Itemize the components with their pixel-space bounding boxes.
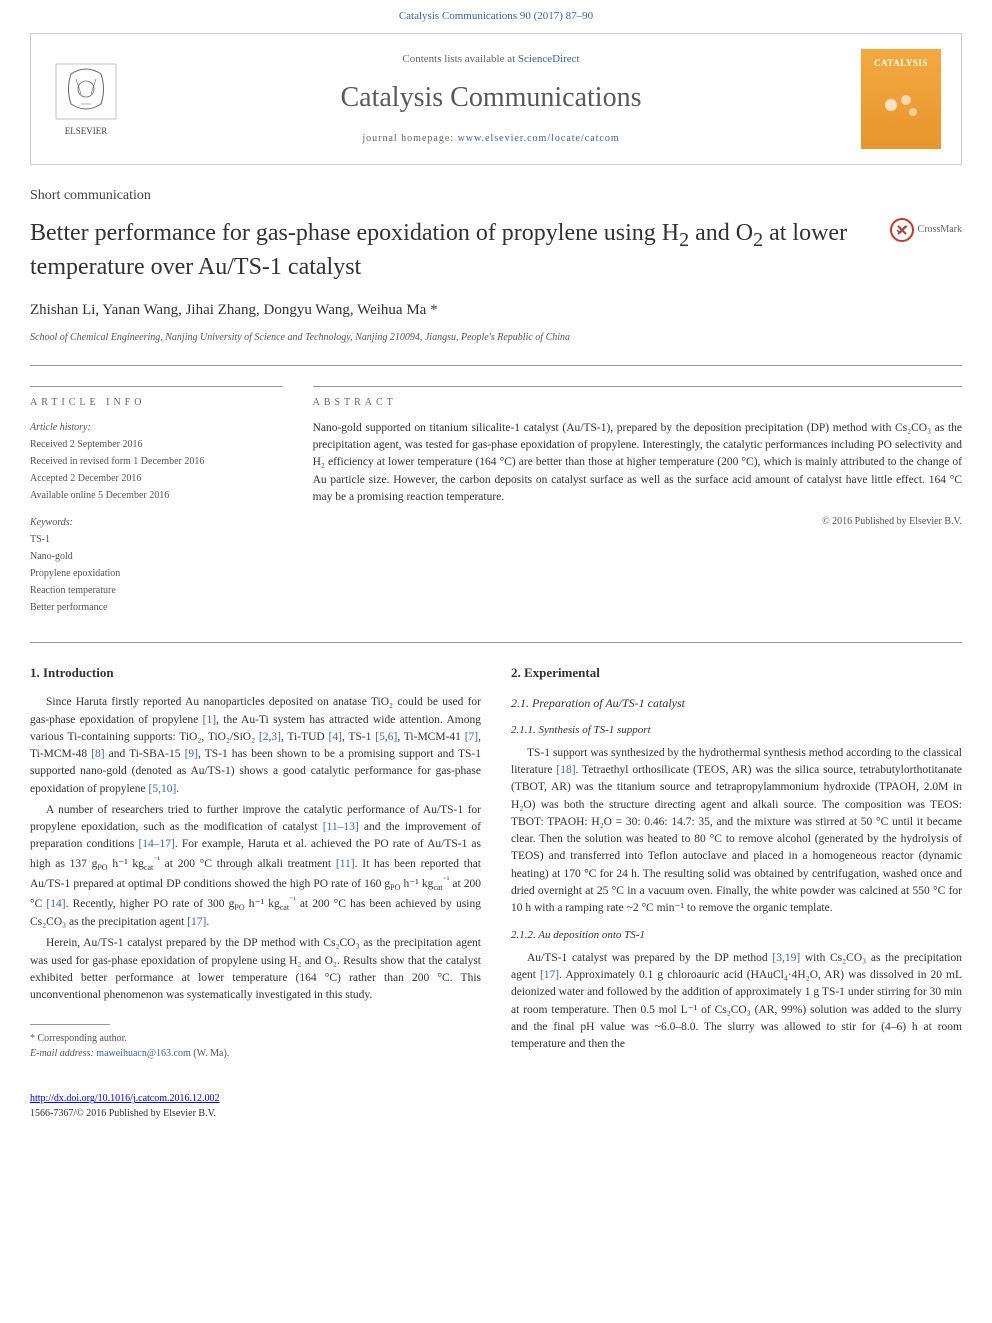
keyword: Nano-gold	[30, 549, 283, 564]
section-1-heading: 1. Introduction	[30, 663, 481, 683]
crossmark-badge[interactable]: CrossMark	[890, 218, 962, 242]
section-2-heading: 2. Experimental	[511, 663, 962, 683]
left-column: 1. Introduction Since Haruta firstly rep…	[30, 663, 481, 1121]
footnote-separator	[30, 1024, 110, 1025]
ref-link[interactable]: [11–13]	[323, 821, 359, 833]
email-footnote: E-mail address: maweihuacn@163.com (W. M…	[30, 1046, 481, 1061]
separator	[30, 365, 962, 366]
exp-p2: Au/TS-1 catalyst was prepared by the DP …	[511, 950, 962, 1054]
history-item: Received 2 September 2016	[30, 437, 283, 452]
history-item: Available online 5 December 2016	[30, 488, 283, 503]
ref-link[interactable]: [17]	[187, 916, 206, 928]
abstract-header: abstract	[313, 386, 962, 410]
corresponding-author: * Corresponding author.	[30, 1031, 481, 1046]
section-2-1-1-heading: 2.1.1. Synthesis of TS-1 support	[511, 722, 962, 739]
homepage-pre: journal homepage:	[362, 133, 457, 144]
journal-name: Catalysis Communications	[121, 77, 861, 119]
article-info-header: article info	[30, 386, 283, 410]
abstract-column: abstract Nano-gold supported on titanium…	[313, 386, 962, 617]
section-2-1-heading: 2.1. Preparation of Au/TS-1 catalyst	[511, 694, 962, 712]
keyword: Better performance	[30, 600, 283, 615]
article-type: Short communication	[30, 185, 962, 206]
intro-p1: Since Haruta firstly reported Au nanopar…	[30, 694, 481, 798]
ref-link[interactable]: [17]	[540, 969, 559, 981]
journal-cover: CATALYSIS	[861, 49, 941, 149]
ref-link[interactable]: [3,19]	[772, 952, 800, 964]
ref-link[interactable]: [4]	[329, 731, 342, 743]
journal-header: ELSEVIER Contents lists available at Sci…	[30, 33, 962, 165]
homepage-link[interactable]: www.elsevier.com/locate/catcom	[458, 133, 620, 144]
history-label: Article history:	[30, 420, 283, 435]
article-title: Better performance for gas-phase epoxida…	[30, 218, 870, 284]
affiliation: School of Chemical Engineering, Nanjing …	[30, 330, 962, 345]
ref-link[interactable]: [7]	[465, 731, 478, 743]
contents-lists: Contents lists available at ScienceDirec…	[121, 51, 861, 68]
issn-copyright: 1566-7367/© 2016 Published by Elsevier B…	[30, 1108, 216, 1119]
crossmark-icon	[890, 218, 914, 242]
journal-homepage: journal homepage: www.elsevier.com/locat…	[121, 131, 861, 146]
ref-link[interactable]: [8]	[91, 748, 104, 760]
authors: Zhishan Li, Yanan Wang, Jihai Zhang, Don…	[30, 299, 962, 322]
ref-link[interactable]: [1]	[203, 714, 216, 726]
exp-p1: TS-1 support was synthesized by the hydr…	[511, 745, 962, 918]
header-center: Contents lists available at ScienceDirec…	[121, 51, 861, 147]
right-column: 2. Experimental 2.1. Preparation of Au/T…	[511, 663, 962, 1121]
sciencedirect-link[interactable]: ScienceDirect	[518, 53, 580, 65]
ref-link[interactable]: [11]	[336, 858, 355, 870]
keywords-label: Keywords:	[30, 515, 283, 530]
ref-link[interactable]: [5,6]	[375, 731, 397, 743]
email-suffix: (W. Ma).	[191, 1048, 230, 1059]
cover-graphic	[871, 70, 931, 130]
ref-link[interactable]: [14–17]	[138, 838, 174, 850]
doi-link[interactable]: http://dx.doi.org/10.1016/j.catcom.2016.…	[30, 1093, 220, 1104]
crossmark-label: CrossMark	[918, 222, 962, 237]
intro-p3: Herein, Au/TS-1 catalyst prepared by the…	[30, 935, 481, 1004]
ref-link[interactable]: [2,3]	[259, 731, 281, 743]
svg-text:ELSEVIER: ELSEVIER	[65, 126, 108, 136]
journal-citation[interactable]: Catalysis Communications 90 (2017) 87–90	[0, 0, 992, 33]
history-item: Received in revised form 1 December 2016	[30, 454, 283, 469]
section-2-1-2-heading: 2.1.2. Au deposition onto TS-1	[511, 927, 962, 944]
history-item: Accepted 2 December 2016	[30, 471, 283, 486]
elsevier-logo: ELSEVIER	[51, 59, 121, 139]
abstract-text: Nano-gold supported on titanium silicali…	[313, 420, 962, 506]
abstract-copyright: © 2016 Published by Elsevier B.V.	[313, 514, 962, 529]
ref-link[interactable]: [9]	[185, 748, 198, 760]
ref-link[interactable]: [18]	[556, 764, 575, 776]
ref-link[interactable]: [5,10]	[148, 783, 176, 795]
email-link[interactable]: maweihuacn@163.com	[96, 1048, 190, 1059]
ref-link[interactable]: [14]	[46, 898, 65, 910]
keyword: Propylene epoxidation	[30, 566, 283, 581]
separator	[30, 642, 962, 643]
keyword: TS-1	[30, 532, 283, 547]
contents-pre: Contents lists available at	[402, 53, 517, 65]
doi-footer: http://dx.doi.org/10.1016/j.catcom.2016.…	[30, 1091, 481, 1121]
intro-p2: A number of researchers tried to further…	[30, 802, 481, 931]
email-label: E-mail address:	[30, 1048, 96, 1059]
cover-title: CATALYSIS	[874, 57, 928, 71]
keyword: Reaction temperature	[30, 583, 283, 598]
article-info-column: article info Article history: Received 2…	[30, 386, 283, 617]
